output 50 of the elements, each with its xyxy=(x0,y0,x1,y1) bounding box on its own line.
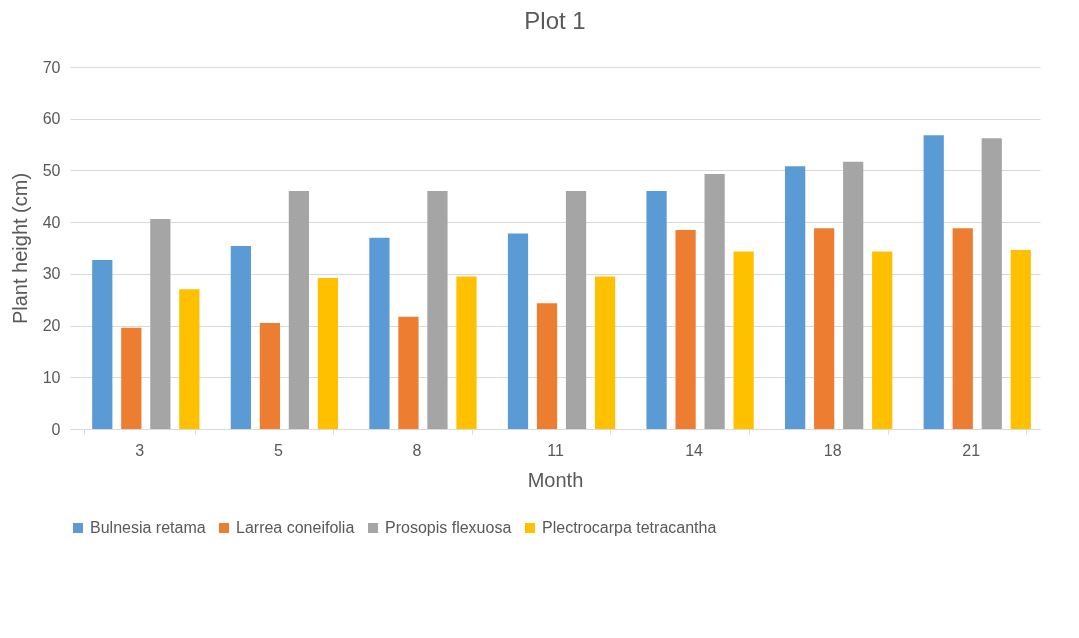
bar xyxy=(369,237,390,429)
legend-label: Larrea coneifolia xyxy=(236,519,355,536)
bar xyxy=(1010,250,1031,429)
y-tick-label: 40 xyxy=(42,213,61,231)
bar xyxy=(92,259,113,429)
bar xyxy=(704,174,725,429)
bar xyxy=(507,233,529,429)
bar xyxy=(427,191,448,429)
y-tick-label: 70 xyxy=(42,58,61,76)
bar xyxy=(814,228,835,429)
bar xyxy=(646,191,667,429)
bar xyxy=(843,161,864,429)
bar xyxy=(398,316,419,429)
bar xyxy=(121,327,142,429)
y-tick-label: 0 xyxy=(51,420,61,438)
x-tick-label: 14 xyxy=(685,441,704,459)
bar xyxy=(952,228,973,429)
bar xyxy=(872,251,893,429)
bar xyxy=(179,289,200,429)
bar xyxy=(456,276,477,429)
bar xyxy=(785,166,806,429)
x-tick-label: 18 xyxy=(823,441,842,459)
y-tick-label: 50 xyxy=(42,161,61,179)
y-tick-label: 60 xyxy=(42,110,61,128)
bar xyxy=(675,229,696,429)
bar xyxy=(594,276,616,429)
y-tick-label: 30 xyxy=(42,265,61,283)
bar xyxy=(288,191,310,429)
bar xyxy=(923,135,944,429)
x-tick-label: 21 xyxy=(962,441,981,459)
bar xyxy=(536,303,558,429)
x-tick-label: 5 xyxy=(273,441,283,459)
bar xyxy=(150,219,171,429)
chart-title: Plot 1 xyxy=(524,7,586,34)
x-tick-label: 8 xyxy=(412,441,422,459)
bar xyxy=(981,138,1002,429)
y-tick-label: 20 xyxy=(42,317,61,335)
y-axis-title: Plant height (cm) xyxy=(8,172,31,325)
x-tick-label: 11 xyxy=(547,441,564,459)
y-tick-label: 10 xyxy=(42,368,61,386)
bar xyxy=(259,322,280,429)
bar xyxy=(317,277,339,429)
legend-label: Prosopis flexuosa xyxy=(385,519,512,536)
x-axis-title: Month xyxy=(527,468,584,491)
x-tick-label: 3 xyxy=(135,441,145,459)
legend-label: Bulnesia retama xyxy=(90,519,206,536)
legend-label: Plectrocarpa tetracantha xyxy=(542,519,717,536)
bar xyxy=(733,251,754,429)
bar xyxy=(565,191,587,429)
bar xyxy=(230,245,251,429)
